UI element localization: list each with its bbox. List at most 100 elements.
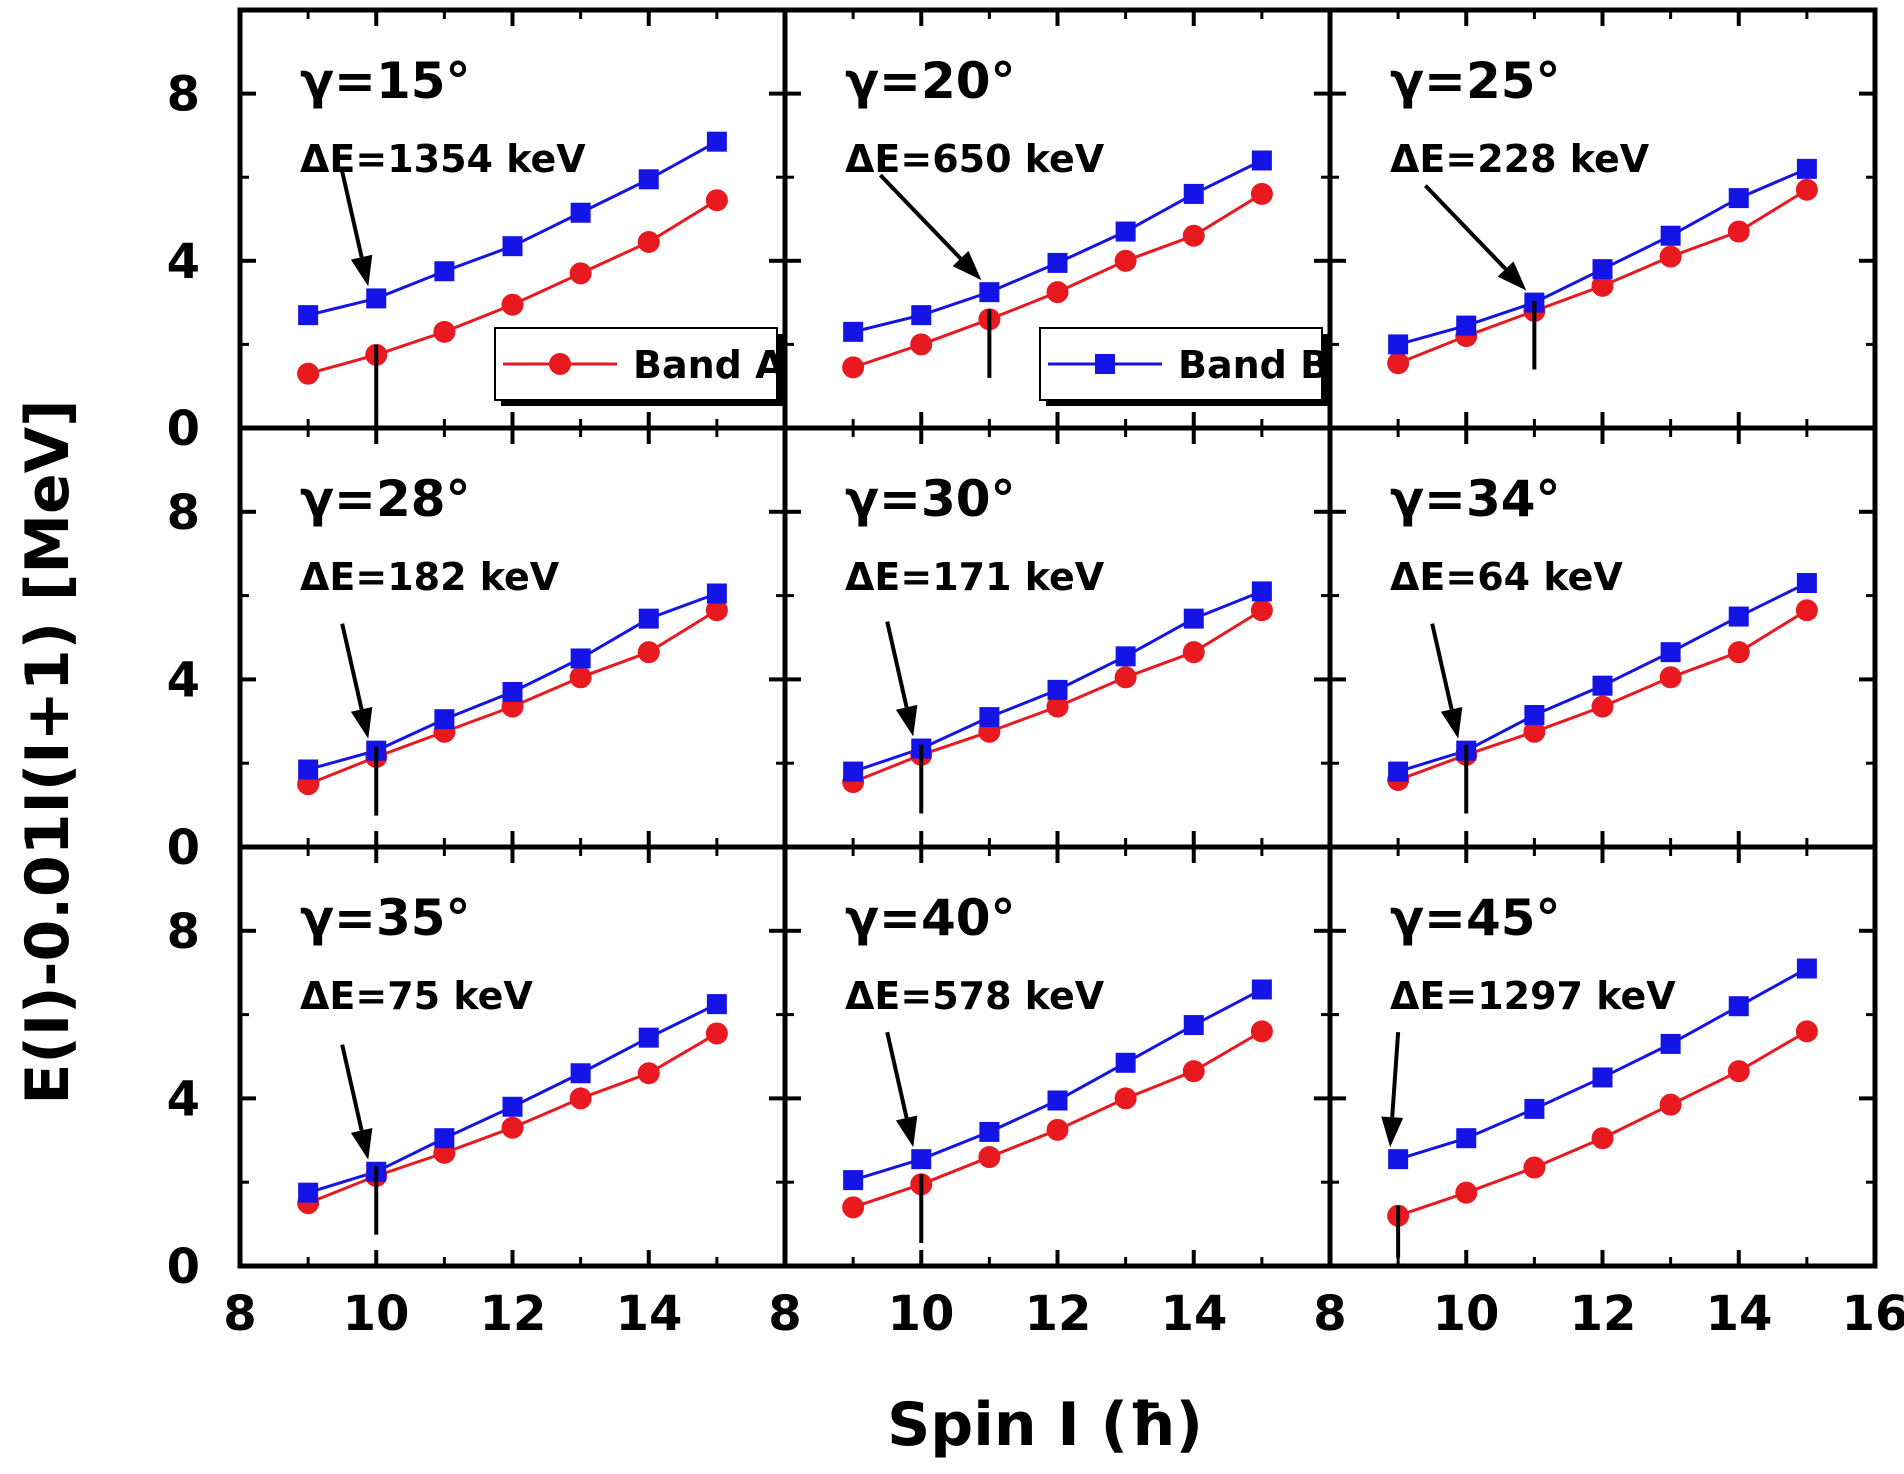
band-a-point: [1727, 641, 1750, 664]
band-b-point: [298, 305, 319, 326]
y-axis-title: E(I)-0.01I(I+1) [MeV]: [13, 399, 83, 1104]
band-a-point: [705, 599, 728, 622]
delta-e-label: ΔE=1297 keV: [1390, 974, 1676, 1018]
pointer-arrow-shaft: [340, 1044, 364, 1131]
band-a-point: [1046, 695, 1069, 718]
band-b-point: [1251, 979, 1272, 1000]
band-a-point: [1250, 1020, 1273, 1043]
legend-marker: [1095, 354, 1115, 374]
legend-band-a: Band A: [494, 327, 785, 406]
band-b-point: [1660, 225, 1681, 246]
y-tick-label: 4: [167, 652, 200, 708]
band-b-point: [1796, 158, 1817, 179]
delta-e-label: ΔE=182 keV: [300, 555, 560, 599]
pointer-arrow-head: [1440, 706, 1463, 739]
band-b-point: [1524, 1098, 1545, 1119]
gamma-label: γ=25°: [1390, 52, 1561, 110]
band-b-point: [843, 761, 864, 782]
x-tick-label: 10: [888, 1286, 955, 1342]
band-a-point: [1114, 1087, 1137, 1110]
panel-3: γ=25° ΔE=228 keV: [1327, 7, 1878, 431]
panels-layer: γ=15° ΔE=1354 keV γ=20° ΔE=650 keV γ=25° ΔE=2…: [237, 7, 1878, 1269]
band-a-point: [842, 1196, 865, 1219]
y-tick-label: 8: [167, 485, 200, 541]
delta-e-label: ΔE=1354 keV: [300, 137, 586, 181]
band-a-point: [637, 1062, 660, 1085]
band-a-point: [1591, 695, 1614, 718]
band-a-point: [1659, 1093, 1682, 1116]
delta-e-label: ΔE=171 keV: [845, 555, 1105, 599]
band-a-point: [1795, 178, 1818, 201]
panel-8: γ=40° ΔE=578 keV: [782, 844, 1333, 1269]
band-a-point: [297, 362, 320, 385]
panel-4: γ=28° ΔE=182 keV: [237, 425, 788, 850]
legend-band-b: Band B: [1039, 327, 1329, 406]
band-a-point: [1182, 1060, 1205, 1083]
band-a-point: [1250, 182, 1273, 205]
band-b-point: [434, 1128, 455, 1149]
band-a-point: [501, 293, 524, 316]
x-tick-label: 8: [1313, 1286, 1346, 1342]
band-b-point: [502, 236, 523, 257]
gamma-label: γ=20°: [845, 52, 1016, 110]
band-b-point: [706, 994, 727, 1015]
panel-frame: [1327, 844, 1878, 1269]
legend-label: Band B: [1178, 343, 1329, 387]
band-a-point: [705, 1022, 728, 1045]
band-b-point: [911, 1149, 932, 1170]
band-b-point: [1592, 259, 1613, 280]
band-b-point: [570, 1063, 591, 1084]
band-b-point: [1456, 315, 1477, 336]
x-axis-title: Spin I (ħ): [887, 1390, 1203, 1460]
band-b-point: [1388, 334, 1409, 355]
band-b-point: [1592, 1067, 1613, 1088]
band-a-point: [1182, 641, 1205, 664]
band-a-point: [1727, 1060, 1750, 1083]
band-b-point: [434, 709, 455, 730]
band-b-point: [1115, 646, 1136, 667]
x-tick-label: 12: [480, 1286, 547, 1342]
band-b-point: [1047, 679, 1068, 700]
y-tick-label: 0: [167, 1239, 200, 1295]
panel-5: γ=30° ΔE=171 keV: [782, 425, 1333, 850]
pointer-arrow-head: [895, 704, 918, 737]
band-b-point: [1660, 1033, 1681, 1054]
delta-e-label: ΔE=650 keV: [845, 137, 1105, 181]
x-tick-label: 8: [223, 1286, 256, 1342]
band-b-point: [1183, 608, 1204, 629]
band-a-point: [1659, 245, 1682, 268]
band-a-point: [569, 666, 592, 689]
gamma-label: γ=28°: [300, 470, 471, 528]
y-tick-label: 4: [167, 1071, 200, 1127]
band-b-point: [706, 583, 727, 604]
band-b-point: [1796, 958, 1817, 979]
gamma-label: γ=34°: [1390, 470, 1561, 528]
x-tick-label: 14: [1161, 1286, 1228, 1342]
band-b-point: [570, 202, 591, 223]
band-a-point: [433, 320, 456, 343]
band-a-point: [1523, 1156, 1546, 1179]
band-a-point: [1114, 666, 1137, 689]
x-tick-label: 8: [768, 1286, 801, 1342]
band-a-point: [1250, 599, 1273, 622]
gamma-label: γ=45°: [1390, 889, 1561, 947]
pointer-arrow-shaft: [878, 173, 963, 260]
gamma-label: γ=40°: [845, 889, 1016, 947]
band-a-point: [637, 641, 660, 664]
x-tick-label: 10: [343, 1286, 410, 1342]
pointer-arrow-shaft: [885, 621, 909, 708]
band-b-point: [979, 707, 1000, 728]
band-a-point: [569, 262, 592, 285]
pointer-arrow-shaft: [885, 1031, 909, 1119]
pointer-arrow-head: [895, 1115, 918, 1148]
delta-e-label: ΔE=64 keV: [1390, 555, 1623, 599]
band-b-point: [1796, 573, 1817, 594]
band-b-point: [1728, 188, 1749, 209]
band-b-point: [1728, 606, 1749, 627]
band-b-point: [911, 305, 932, 326]
gamma-label: γ=35°: [300, 889, 471, 947]
pointer-arrow-shaft: [340, 170, 364, 258]
band-b-point: [843, 321, 864, 342]
